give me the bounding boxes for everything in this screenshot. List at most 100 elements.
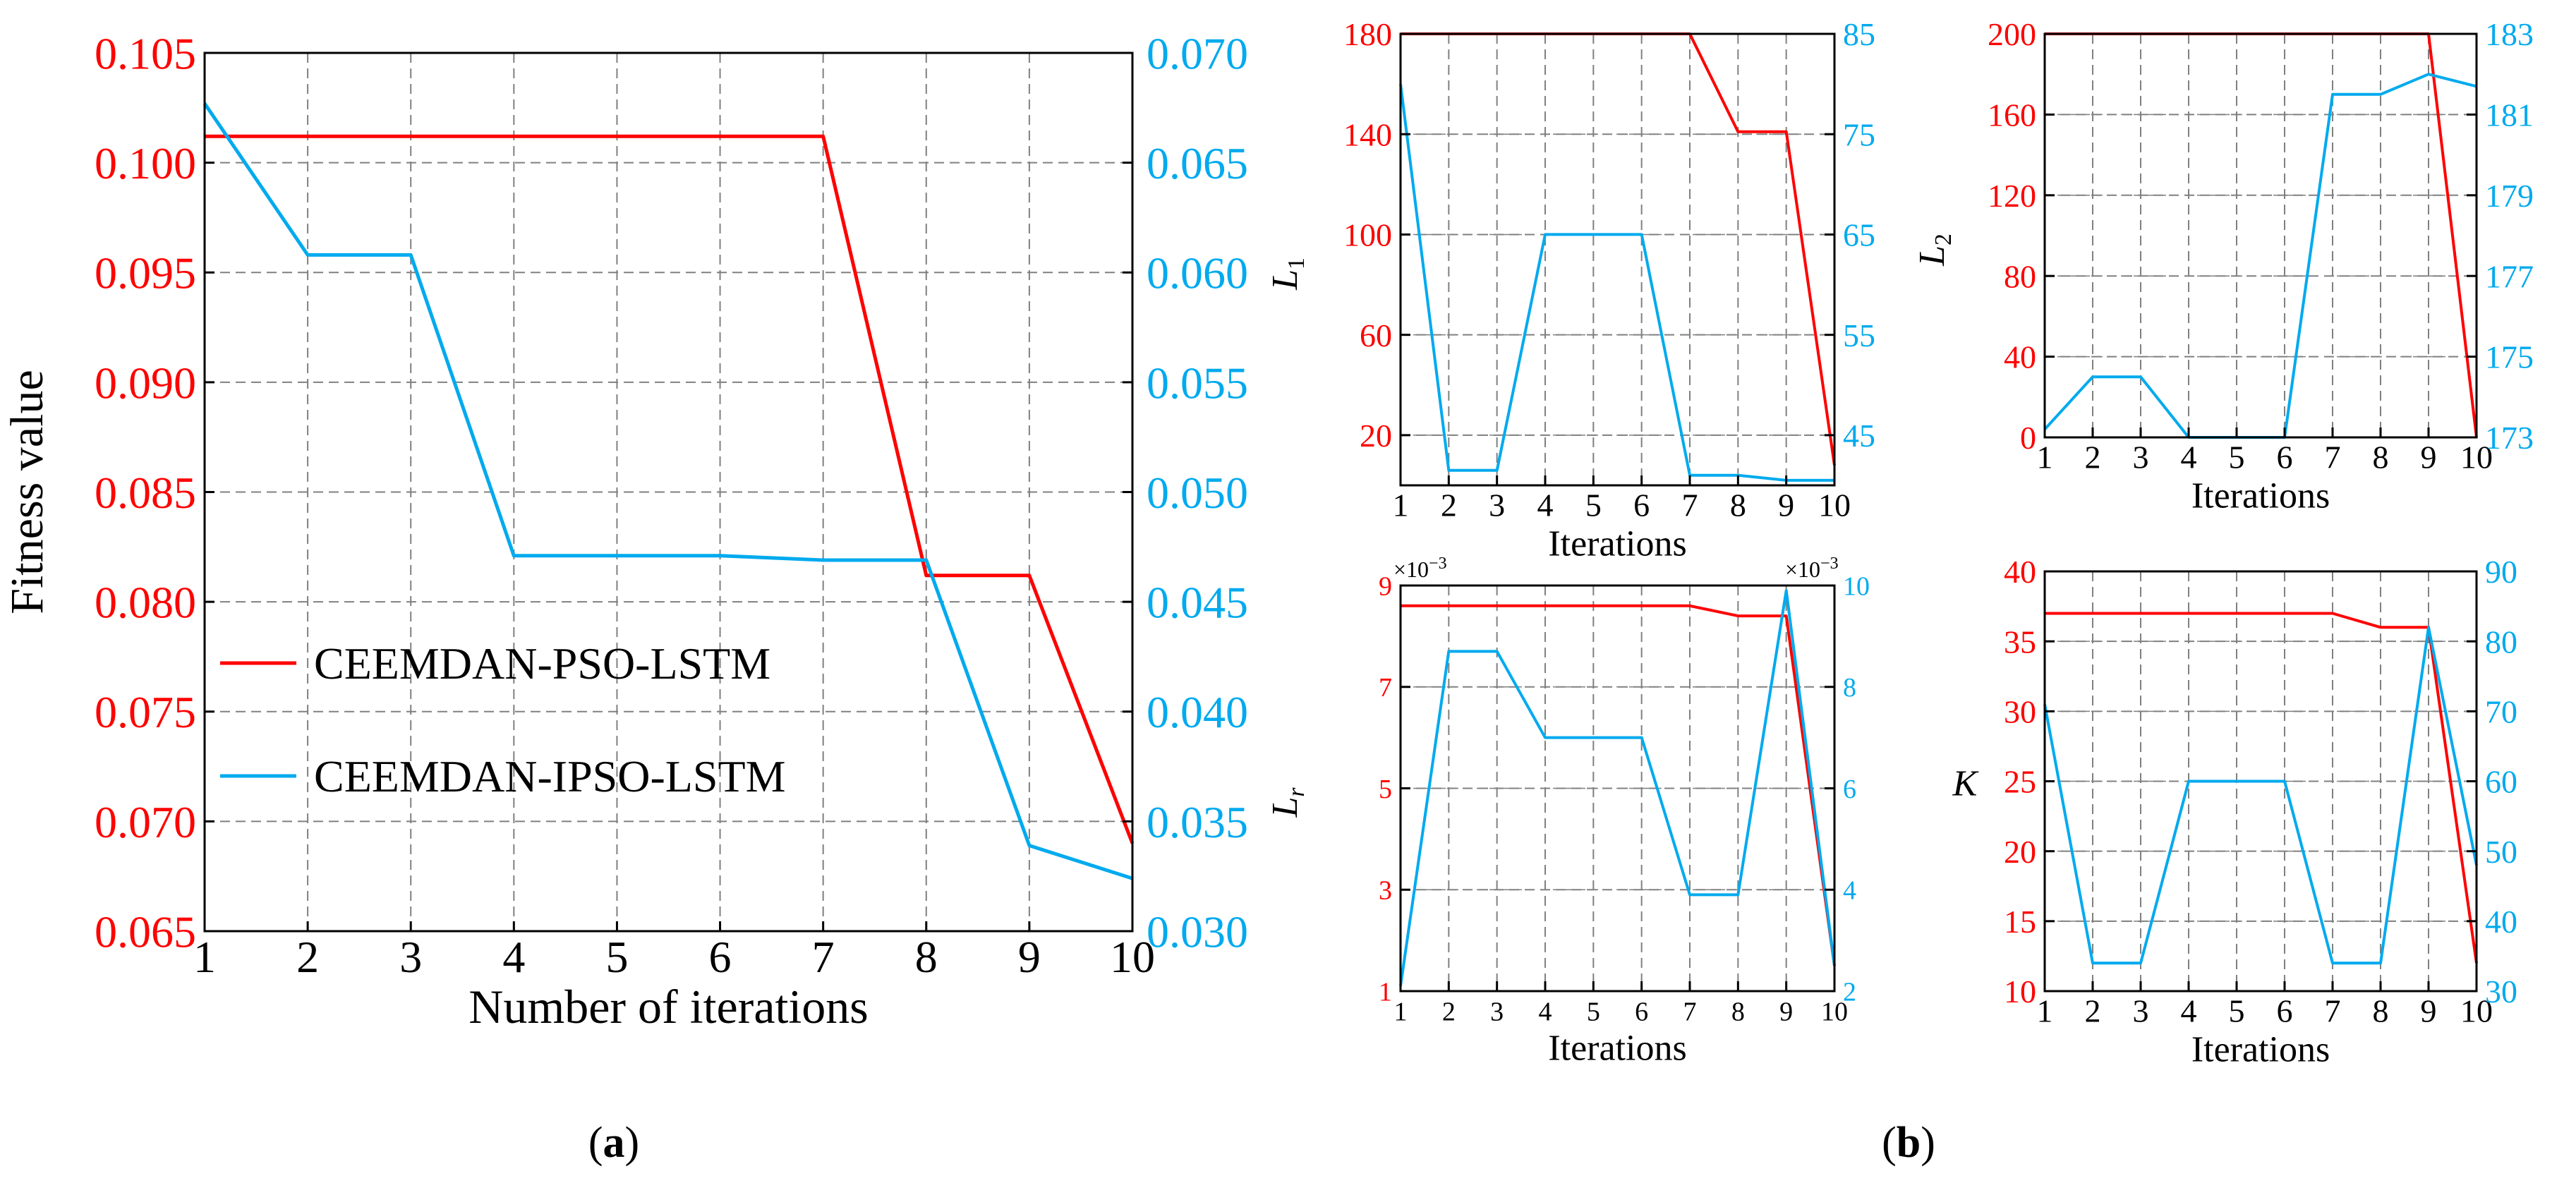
xtick-label-b4-7: 8	[2373, 993, 2389, 1029]
xtick-label-b2-9: 10	[2460, 439, 2493, 475]
ytick-right-label-b1-1: 55	[1843, 317, 1875, 353]
series-a-ipso	[202, 102, 1133, 880]
xtick-label-b2-2: 3	[2133, 439, 2149, 475]
series-b1-pso	[1401, 32, 1836, 466]
xtick-label-b2-4: 5	[2229, 439, 2245, 475]
xtick-label-b3-7: 8	[1731, 997, 1745, 1027]
ytick-right-label-b1-2: 65	[1843, 217, 1875, 253]
xtick-label-b4-2: 3	[2133, 993, 2149, 1029]
ytick-right-label-a-3: 0.045	[1147, 578, 1248, 628]
ylabel-main-b2: L	[1912, 245, 1952, 267]
ytick-left-label-b2-0: 0	[2020, 420, 2036, 456]
ytick-right-label-b3-4: 10	[1843, 571, 1870, 601]
xtick-label-a-0: 1	[193, 932, 216, 982]
xtick-label-a-7: 8	[915, 932, 938, 982]
ytick-right-label-b1-3: 75	[1843, 116, 1875, 152]
ytick-right-label-a-8: 0.070	[1147, 28, 1248, 78]
ytick-left-label-a-5: 0.090	[95, 358, 196, 408]
ytick-left-label-b2-2: 80	[2004, 258, 2036, 294]
exponent-left-power: −3	[1429, 554, 1447, 573]
exponent-right-base: ×10	[1785, 557, 1820, 582]
legend-label-0: CEEMDAN-PSO-LSTM	[314, 638, 770, 688]
ytick-left-label-a-7: 0.100	[95, 138, 196, 188]
xtick-label-b4-9: 10	[2460, 993, 2493, 1029]
ytick-left-label-b3-1: 3	[1379, 876, 1392, 906]
ylabel-main-b1: L	[1265, 269, 1305, 291]
grid-b3	[1401, 586, 1834, 991]
ytick-left-label-a-0: 0.065	[95, 906, 196, 957]
ylabel-sub-b2: 2	[1930, 233, 1957, 245]
ytick-left-label-b4-3: 25	[2004, 764, 2036, 800]
panel-label-a: (a)	[588, 1119, 639, 1167]
xtick-label-b3-1: 2	[1442, 997, 1456, 1027]
xtick-label-b1-7: 8	[1730, 487, 1746, 523]
grid-b2	[2045, 34, 2477, 437]
xtick-label-b3-3: 4	[1539, 997, 1552, 1027]
panel-label-b-open: (	[1882, 1119, 1897, 1167]
xtick-label-b4-6: 7	[2325, 993, 2341, 1029]
xtick-label-b1-0: 1	[1393, 487, 1409, 523]
ytick-right-label-b4-1: 40	[2485, 904, 2517, 940]
xtick-label-b4-8: 9	[2421, 993, 2437, 1029]
xtick-label-b1-1: 2	[1441, 487, 1457, 523]
ytick-right-label-a-7: 0.065	[1147, 138, 1248, 188]
series-b1-ipso	[1399, 83, 1834, 482]
ytick-left-label-a-2: 0.075	[95, 687, 196, 737]
ylabel-sub-b3: r	[1283, 787, 1310, 797]
ytick-left-label-b1-2: 100	[1343, 217, 1392, 253]
grid-a	[205, 53, 1132, 931]
xtick-label-b1-4: 5	[1585, 487, 1602, 523]
ytick-right-label-b4-6: 90	[2485, 554, 2517, 590]
xtick-label-b2-6: 7	[2325, 439, 2341, 475]
ytick-right-label-b2-3: 179	[2485, 178, 2534, 214]
ytick-left-label-b2-1: 40	[2004, 339, 2036, 375]
ytick-right-label-a-6: 0.060	[1147, 248, 1248, 298]
xtick-label-a-8: 9	[1018, 932, 1041, 982]
xtick-label-b3-6: 7	[1683, 997, 1697, 1027]
ytick-right-label-a-4: 0.050	[1147, 468, 1248, 518]
xtick-label-b2-5: 6	[2277, 439, 2293, 475]
ytick-right-label-a-0: 0.030	[1147, 906, 1248, 957]
xtick-label-b3-4: 5	[1587, 997, 1600, 1027]
xtick-label-b4-5: 6	[2277, 993, 2293, 1029]
xtick-label-b2-3: 4	[2181, 439, 2197, 475]
xlabel-b1: Iterations	[1548, 524, 1686, 564]
panel-label-b-text: b	[1897, 1119, 1921, 1167]
ytick-left-label-b4-2: 20	[2004, 834, 2036, 870]
ytick-left-label-b1-4: 180	[1343, 16, 1392, 52]
ytick-right-label-b2-0: 173	[2485, 420, 2534, 456]
ytick-left-label-b3-3: 7	[1379, 673, 1392, 703]
panel-label-a-close: )	[625, 1119, 640, 1167]
legend-a: CEEMDAN-PSO-LSTM CEEMDAN-IPSO-LSTM	[220, 638, 785, 801]
panel-label-a-text: a	[603, 1119, 625, 1167]
xtick-label-b2-7: 8	[2373, 439, 2389, 475]
xtick-label-b3-8: 9	[1779, 997, 1793, 1027]
xtick-label-a-9: 10	[1110, 932, 1155, 982]
ytick-right-label-b1-0: 45	[1843, 418, 1875, 454]
ylabel-sub-b1: 1	[1283, 257, 1310, 269]
xtick-label-a-1: 2	[296, 932, 319, 982]
ylabel-main-b3: L	[1265, 797, 1305, 818]
xtick-label-b2-1: 2	[2085, 439, 2101, 475]
exponent-right-b3: ×10−3	[1785, 554, 1839, 582]
xlabel-b3: Iterations	[1548, 1029, 1686, 1069]
chart-a: 1 2 3 4 5 6 7 8 9 10 0.065 0.070 0.075 0.080 0.085 0.09…	[1, 28, 1248, 1033]
panel-label-b-close: )	[1921, 1119, 1935, 1167]
ytick-left-label-a-8: 0.105	[95, 28, 196, 78]
xtick-label-a-6: 7	[812, 932, 835, 982]
xtick-label-b4-1: 2	[2085, 993, 2101, 1029]
xtick-label-a-5: 6	[709, 932, 732, 982]
ytick-left-label-a-3: 0.080	[95, 578, 196, 628]
ytick-right-label-a-2: 0.040	[1147, 687, 1248, 737]
xlabel-b4: Iterations	[2191, 1030, 2330, 1070]
xtick-label-b1-3: 4	[1537, 487, 1554, 523]
ytick-left-label-b4-4: 30	[2004, 693, 2036, 729]
ytick-left-label-b4-1: 15	[2004, 904, 2036, 940]
ylabel-a: Fitness value	[1, 370, 53, 614]
xtick-label-b2-8: 9	[2421, 439, 2437, 475]
xtick-label-b1-9: 10	[1818, 487, 1851, 523]
exponent-right-power: −3	[1820, 554, 1839, 573]
panel-label-b: (b)	[1882, 1119, 1935, 1167]
xtick-label-b4-0: 1	[2037, 993, 2053, 1029]
